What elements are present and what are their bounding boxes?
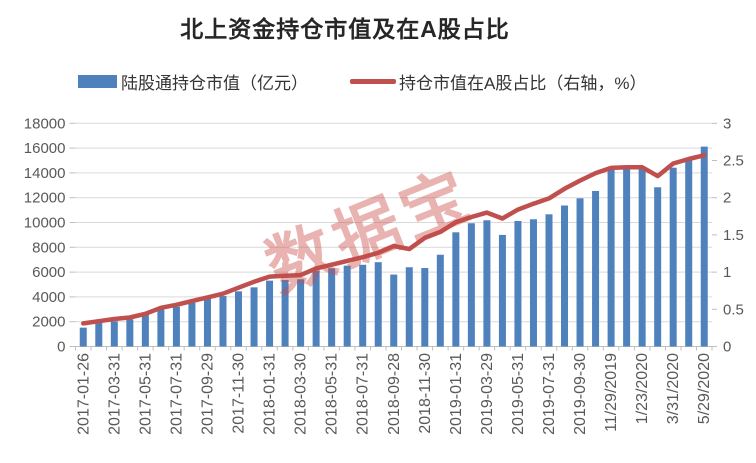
x-axis-label: 2017-11-30 bbox=[231, 353, 248, 434]
bar-market-value bbox=[297, 279, 305, 347]
x-axis-label: 2017-09-29 bbox=[199, 353, 216, 435]
line-ratio-series bbox=[81, 153, 707, 326]
right-axis-label: 2.5 bbox=[723, 153, 744, 170]
bar-market-value bbox=[157, 309, 165, 347]
x-axis-label: 5/29/2020 bbox=[696, 353, 713, 424]
right-axis-label: 1.5 bbox=[723, 227, 744, 244]
left-axis-label: 16000 bbox=[24, 140, 66, 157]
line-series-swatch bbox=[350, 79, 396, 84]
bar-market-value bbox=[281, 280, 289, 347]
x-axis-label: 2017-03-31 bbox=[106, 353, 123, 435]
bar-market-value bbox=[343, 265, 351, 347]
x-axis-label: 2019-09-30 bbox=[572, 353, 589, 435]
left-axis-label: 2000 bbox=[32, 314, 65, 331]
x-axis-label: 3/31/2020 bbox=[665, 353, 682, 424]
bar-market-value bbox=[110, 321, 118, 347]
left-axis-label: 10000 bbox=[24, 215, 66, 232]
x-axis-label: 2019-07-31 bbox=[541, 353, 558, 435]
left-axis-label: 8000 bbox=[32, 239, 65, 256]
bar-market-value bbox=[328, 268, 336, 347]
bar-market-value bbox=[514, 221, 522, 347]
right-axis-label: 0 bbox=[723, 339, 731, 356]
bar-market-value bbox=[700, 146, 708, 347]
bar-market-value bbox=[592, 191, 600, 347]
x-axis-label: 2017-05-31 bbox=[137, 353, 154, 435]
bar-market-value bbox=[685, 157, 693, 347]
bar-market-value bbox=[266, 280, 274, 347]
bar-market-value bbox=[126, 319, 134, 347]
x-axis-label: 2018-11-30 bbox=[417, 353, 434, 434]
bar-market-value bbox=[607, 168, 615, 347]
x-axis-label: 2019-01-31 bbox=[448, 353, 465, 435]
x-axis-label: 2018-07-31 bbox=[355, 353, 372, 435]
line-series-label: 持仓市值在A股占比（右轴，%） bbox=[399, 74, 647, 93]
bar-market-value bbox=[79, 327, 87, 347]
bar-market-value bbox=[483, 220, 491, 347]
left-axis-label: 4000 bbox=[32, 289, 65, 306]
bar-market-value bbox=[576, 198, 584, 347]
bar-series-label: 陆股通持仓市值（亿元） bbox=[121, 74, 308, 93]
left-axis-label: 14000 bbox=[24, 165, 66, 182]
left-axis-label: 18000 bbox=[24, 115, 66, 132]
chart-title: 北上资金持仓市值及在A股占比 bbox=[180, 16, 510, 42]
bar-market-value bbox=[359, 264, 367, 347]
x-axis-label: 2017-01-26 bbox=[75, 353, 92, 435]
x-axis-label: 2019-03-29 bbox=[479, 353, 496, 435]
bar-market-value bbox=[390, 274, 398, 347]
bar-market-value bbox=[529, 219, 537, 347]
x-axis-label: 2018-09-28 bbox=[386, 353, 403, 435]
bar-market-value bbox=[203, 299, 211, 347]
left-axis-label: 6000 bbox=[32, 264, 65, 281]
bar-market-value bbox=[561, 205, 569, 347]
bar-market-value bbox=[452, 232, 460, 347]
x-axis-label: 2018-01-31 bbox=[262, 353, 279, 435]
right-axis-label: 1 bbox=[723, 264, 731, 281]
legend-item-bar-series: 陆股通持仓市值（亿元） bbox=[78, 69, 308, 94]
left-axis-label: 12000 bbox=[24, 190, 66, 207]
bar-market-value bbox=[188, 302, 196, 347]
chart-legend: 陆股通持仓市值（亿元） 持仓市值在A股占比（右轴，%） bbox=[78, 69, 646, 94]
bar-market-value bbox=[235, 291, 243, 347]
bar-market-value bbox=[498, 234, 506, 347]
bar-market-value bbox=[623, 169, 631, 347]
x-axis-label: 2018-03-30 bbox=[293, 353, 310, 435]
bar-market-value bbox=[219, 296, 227, 347]
x-axis-label: 2018-05-31 bbox=[324, 353, 341, 435]
x-axis-label: 2017-07-31 bbox=[168, 353, 185, 435]
bar-market-value bbox=[421, 268, 429, 347]
bar-market-value bbox=[654, 187, 662, 347]
bar-series-swatch bbox=[78, 75, 117, 88]
x-axis-label: 11/29/2019 bbox=[603, 353, 620, 432]
bar-market-value bbox=[141, 315, 149, 347]
bar-market-value bbox=[405, 267, 413, 347]
left-axis-label: 0 bbox=[57, 339, 65, 356]
bar-market-value bbox=[545, 214, 553, 347]
bar-market-value bbox=[467, 223, 475, 347]
bar-market-value bbox=[172, 306, 180, 347]
bar-market-value bbox=[638, 169, 646, 347]
bar-market-value bbox=[436, 254, 444, 347]
right-axis-label: 2 bbox=[723, 190, 731, 207]
right-axis-label: 0.5 bbox=[723, 301, 744, 318]
bar-market-value bbox=[374, 262, 382, 347]
bar-market-value bbox=[95, 322, 103, 347]
legend-item-line-series: 持仓市值在A股占比（右轴，%） bbox=[350, 69, 646, 94]
bar-market-value bbox=[250, 287, 258, 347]
x-axis-label: 2019-05-31 bbox=[510, 353, 527, 435]
x-axis-label: 1/23/2020 bbox=[634, 353, 651, 424]
bar-market-value bbox=[669, 167, 677, 347]
bar-market-value bbox=[312, 270, 320, 347]
right-axis-label: 3 bbox=[723, 115, 731, 132]
